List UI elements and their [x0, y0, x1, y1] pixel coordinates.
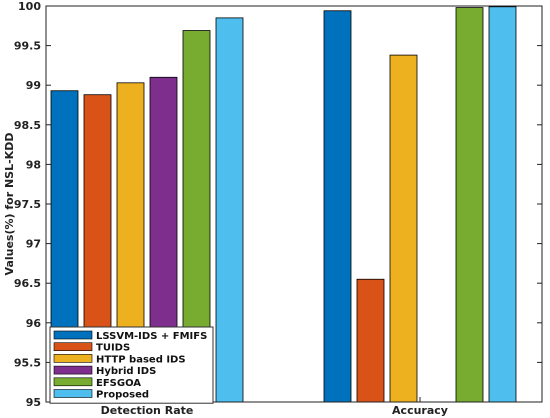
bar: [488, 6, 517, 403]
y-tick-label: 98.5: [14, 119, 41, 132]
x-tick-label: Detection Rate: [101, 404, 194, 417]
y-tick-label: 97.5: [14, 198, 41, 211]
y-tick-label: 99.5: [14, 40, 41, 53]
y-tick-label: 96: [26, 317, 42, 330]
legend-swatch: [53, 342, 93, 352]
legend-label: HTTP based IDS: [96, 354, 186, 365]
y-tick-label: 96.5: [14, 277, 41, 290]
legend-label: TUIDS: [96, 343, 130, 354]
bar: [356, 278, 385, 403]
legend-label: Hybrid IDS: [96, 366, 156, 377]
y-tick-label: 99: [26, 79, 41, 92]
y-axis: 95 95.5 96 96.5 97 97.5 98 98.5 99 99.5 100: [14, 0, 542, 409]
legend-swatch: [53, 389, 93, 398]
legend-label: Proposed: [96, 390, 149, 401]
bar: [455, 7, 484, 403]
y-tick-label: 100: [18, 0, 41, 13]
legend-swatch: [53, 365, 93, 375]
y-tick-label: 97: [26, 238, 41, 251]
x-axis: Detection Rate Accuracy: [101, 397, 448, 417]
bar: [323, 10, 352, 403]
y-tick-label: 98: [26, 158, 41, 171]
bar: [215, 17, 244, 403]
legend-swatch: [53, 354, 93, 363]
legend-swatch: [53, 377, 93, 387]
legend-label: EFSGOA: [96, 378, 141, 389]
legend-swatch: [53, 330, 93, 340]
bar: [389, 54, 418, 403]
y-tick-label: 95.5: [14, 356, 41, 369]
x-tick-label: Accuracy: [392, 404, 448, 417]
y-axis-title: Values(%) for NSL-KDD: [3, 133, 16, 276]
legend-label: LSSVM-IDS + FMIFS: [96, 331, 207, 342]
y-tick-label: 95: [26, 396, 41, 409]
